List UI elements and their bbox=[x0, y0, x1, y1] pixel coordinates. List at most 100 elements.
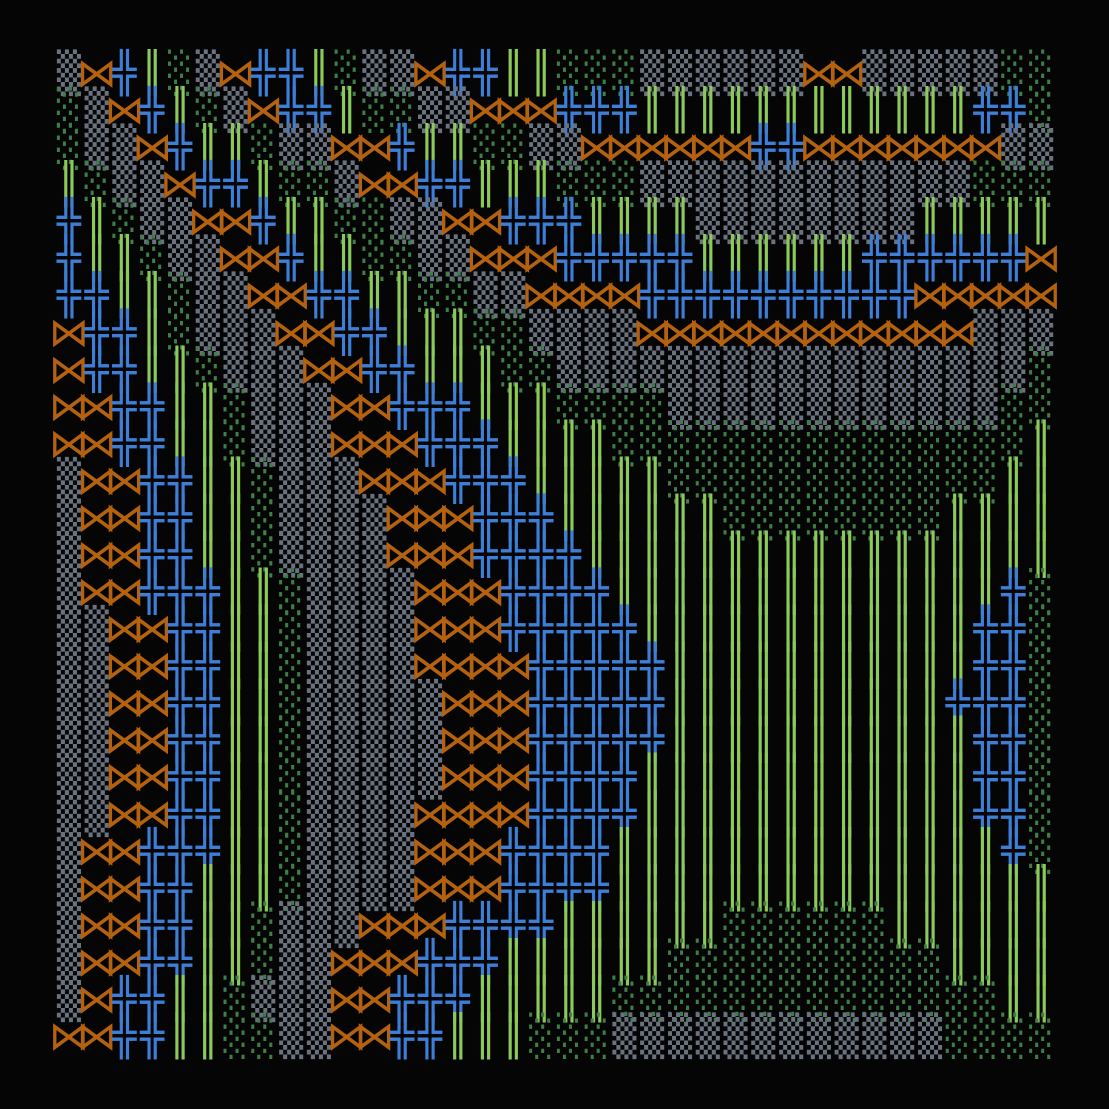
glyph: ⋈ bbox=[49, 347, 89, 393]
glyph: ║ bbox=[585, 937, 609, 985]
glyph: ╬ bbox=[556, 86, 582, 134]
glyph: ▒ bbox=[335, 900, 360, 948]
glyph: ║ bbox=[529, 937, 553, 985]
glyph: ⋈ bbox=[493, 643, 533, 689]
glyph: ╬ bbox=[111, 382, 137, 430]
glyph: ░ bbox=[168, 308, 192, 356]
glyph: ║ bbox=[696, 641, 720, 689]
glyph: ╬ bbox=[195, 641, 221, 689]
glyph: ║ bbox=[557, 456, 581, 504]
glyph: ║ bbox=[196, 863, 220, 911]
glyph: ▒ bbox=[362, 567, 387, 615]
glyph: ║ bbox=[835, 863, 859, 911]
glyph: ║ bbox=[918, 567, 942, 615]
glyph: ░ bbox=[1001, 419, 1025, 467]
glyph: ║ bbox=[140, 308, 164, 356]
glyph: ░ bbox=[724, 419, 748, 467]
glyph: ░ bbox=[751, 456, 775, 504]
glyph: ║ bbox=[890, 826, 914, 874]
glyph: ▒ bbox=[307, 456, 332, 504]
glyph: ░ bbox=[807, 900, 831, 948]
glyph: ⋈ bbox=[327, 421, 367, 467]
glyph: ╬ bbox=[473, 456, 499, 504]
glyph: ⋈ bbox=[410, 569, 450, 615]
glyph: ║ bbox=[862, 752, 886, 800]
glyph: ░ bbox=[1001, 1011, 1025, 1059]
glyph: ╬ bbox=[528, 197, 554, 245]
glyph: ▒ bbox=[668, 345, 693, 393]
glyph: ⋈ bbox=[77, 865, 117, 911]
glyph: ░ bbox=[224, 974, 248, 1022]
glyph: ▒ bbox=[918, 160, 943, 208]
glyph: ║ bbox=[1001, 197, 1025, 245]
glyph: ║ bbox=[862, 567, 886, 615]
glyph: ▒ bbox=[196, 271, 221, 319]
glyph: ⋈ bbox=[410, 495, 450, 541]
glyph: ⋈ bbox=[77, 1013, 117, 1059]
glyph: ║ bbox=[779, 789, 803, 837]
glyph: ║ bbox=[807, 604, 831, 652]
glyph: ║ bbox=[251, 160, 275, 208]
glyph: ║ bbox=[362, 271, 386, 319]
glyph: ░ bbox=[1029, 49, 1053, 97]
glyph: ╬ bbox=[1000, 604, 1026, 652]
glyph: ▒ bbox=[890, 1011, 915, 1059]
glyph: ⋈ bbox=[493, 88, 533, 134]
glyph: ⋈ bbox=[688, 310, 728, 356]
glyph: ║ bbox=[251, 641, 275, 689]
glyph: ▒ bbox=[57, 826, 82, 874]
glyph: ╬ bbox=[973, 752, 999, 800]
glyph: ║ bbox=[668, 715, 692, 763]
glyph: ▒ bbox=[57, 641, 82, 689]
glyph: ║ bbox=[751, 530, 775, 578]
glyph: ╬ bbox=[528, 789, 554, 837]
glyph: ▒ bbox=[307, 752, 332, 800]
glyph: ░ bbox=[1001, 382, 1025, 430]
glyph: ░ bbox=[390, 86, 414, 134]
glyph: ░ bbox=[196, 345, 220, 393]
glyph: ⋈ bbox=[77, 384, 117, 430]
glyph: ▒ bbox=[85, 604, 110, 652]
glyph: ║ bbox=[1001, 863, 1025, 911]
glyph: ╬ bbox=[639, 678, 665, 726]
glyph: ║ bbox=[224, 123, 248, 171]
glyph: ▒ bbox=[696, 160, 721, 208]
glyph: ║ bbox=[696, 863, 720, 911]
glyph: ▒ bbox=[362, 789, 387, 837]
glyph: ▒ bbox=[696, 49, 721, 97]
glyph: ╬ bbox=[528, 715, 554, 763]
glyph: ║ bbox=[862, 604, 886, 652]
glyph: ║ bbox=[946, 86, 970, 134]
glyph: ║ bbox=[751, 678, 775, 726]
glyph: ║ bbox=[279, 197, 303, 245]
glyph: ║ bbox=[890, 604, 914, 652]
glyph: ▒ bbox=[585, 345, 610, 393]
glyph: ╬ bbox=[639, 715, 665, 763]
glyph: ║ bbox=[501, 974, 525, 1022]
glyph: ║ bbox=[168, 345, 192, 393]
glyph: ║ bbox=[529, 419, 553, 467]
glyph: ║ bbox=[918, 86, 942, 134]
glyph: ░ bbox=[612, 49, 636, 97]
glyph: ║ bbox=[557, 974, 581, 1022]
glyph: ║ bbox=[668, 567, 692, 615]
glyph: ▒ bbox=[307, 382, 332, 430]
glyph: ║ bbox=[807, 641, 831, 689]
glyph: ╬ bbox=[528, 900, 554, 948]
glyph: ▒ bbox=[307, 123, 332, 171]
glyph: ⋈ bbox=[521, 88, 561, 134]
glyph: ⋈ bbox=[993, 273, 1033, 319]
glyph: ╬ bbox=[500, 900, 526, 948]
glyph: ░ bbox=[279, 863, 303, 911]
glyph: ⋈ bbox=[49, 421, 89, 467]
glyph: ║ bbox=[251, 789, 275, 837]
glyph: ▒ bbox=[85, 678, 110, 726]
glyph: ⋈ bbox=[382, 902, 422, 948]
glyph: ▒ bbox=[640, 49, 665, 97]
glyph: ▒ bbox=[362, 641, 387, 689]
glyph: ▒ bbox=[418, 678, 443, 726]
glyph: ▒ bbox=[279, 382, 304, 430]
glyph: ║ bbox=[335, 86, 359, 134]
glyph: ║ bbox=[696, 604, 720, 652]
glyph: ║ bbox=[696, 530, 720, 578]
